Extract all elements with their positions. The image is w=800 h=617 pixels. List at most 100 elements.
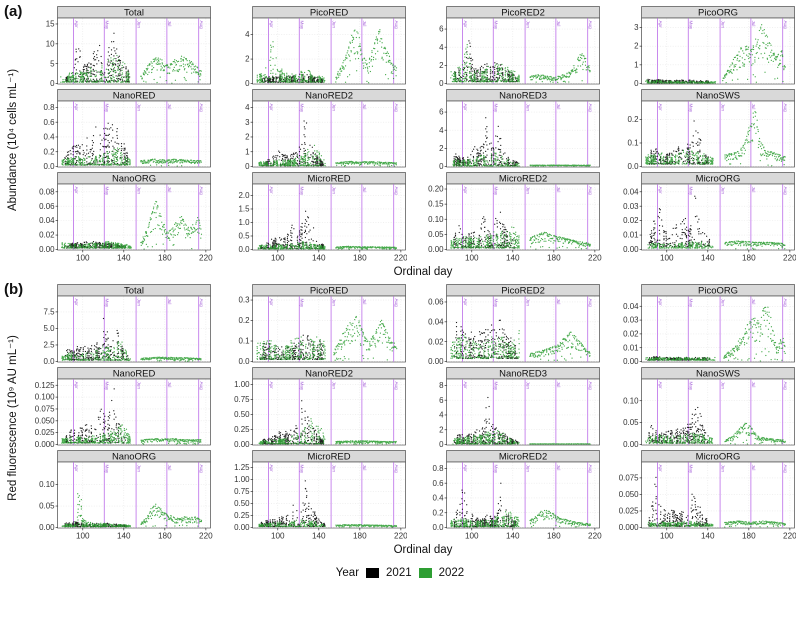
y-tick-label: 7.5 xyxy=(44,308,56,317)
month-label: Jul xyxy=(556,465,561,471)
month-label: May xyxy=(688,21,693,30)
series-2022-points xyxy=(647,520,786,528)
y-tick-label: 4 xyxy=(245,103,250,112)
month-label: Jul xyxy=(167,465,172,471)
month-label: Apr xyxy=(74,187,79,195)
legend-swatch-2022 xyxy=(418,568,432,578)
month-label: May xyxy=(688,187,693,196)
x-tick-label: 180 xyxy=(353,532,367,541)
month-label: May xyxy=(299,382,304,391)
y-tick-label: 5.0 xyxy=(44,324,56,333)
subplot-a-MicroRED: MicroRED Apr May Jun Jul Aug 0.0 0.5 1.0 1.5 2.0 10… xyxy=(238,172,407,263)
x-tick-label: 140 xyxy=(117,532,131,541)
y-tick-label: 1.0 xyxy=(238,218,250,227)
subplot-a-Total: Total Apr May Jun Jul Aug 0 5 10 15 xyxy=(46,6,211,86)
month-label: May xyxy=(494,104,499,113)
month-label: May xyxy=(688,465,693,474)
y-tick-label: 0.075 xyxy=(35,405,55,414)
y-tick-label: 0.01 xyxy=(623,231,638,240)
month-label: Aug xyxy=(782,186,787,195)
y-tick-label: 0.25 xyxy=(234,425,250,434)
subplot-a-NanoRED2: NanoRED2 Apr May Jun Jul Aug 0 1 2 3 4 xyxy=(245,89,406,169)
x-tick-label: 180 xyxy=(353,254,367,263)
month-label: Apr xyxy=(657,465,662,473)
subplot-title: NanoRED xyxy=(113,368,156,378)
y-tick-label: 0.0 xyxy=(238,357,250,364)
y-tick-label: 1.00 xyxy=(234,380,250,389)
legend: Year 2021 2022 xyxy=(4,562,796,579)
legend-label-2022: 2022 xyxy=(438,567,465,579)
y-tick-label: 0.4 xyxy=(433,494,445,503)
month-label: Jul xyxy=(362,299,367,305)
y-tick-label: 0.8 xyxy=(433,464,445,473)
x-tick-label: 100 xyxy=(659,532,673,541)
month-label: Aug xyxy=(588,20,593,29)
month-label: May xyxy=(494,21,499,30)
x-tick-label: 100 xyxy=(76,254,90,263)
y-tick-label: 0.050 xyxy=(618,490,638,499)
y-tick-label: 6 xyxy=(439,396,444,405)
y-tick-label: 0.2 xyxy=(44,147,55,156)
month-label: Apr xyxy=(463,21,468,29)
series-2022-points xyxy=(61,200,203,250)
y-tick-label: 2 xyxy=(245,55,249,64)
month-label: Jun xyxy=(525,187,530,195)
subplot-title: NanoRED2 xyxy=(305,368,353,378)
subplot-a-PicoORG: PicoORG Apr May Jun Jul Aug 0 1 2 3 xyxy=(634,6,795,86)
x-tick-label: 140 xyxy=(117,254,131,263)
panel-a-tag: (a) xyxy=(4,3,23,20)
month-label: May xyxy=(105,382,110,391)
month-label: Jun xyxy=(331,299,336,307)
subplot-b-MicroRED2: MicroRED2 Apr May Jun Jul Aug 0.0 0.2 0.4 0.6 0.8 1… xyxy=(433,450,602,540)
subplot-title: Total xyxy=(124,7,144,17)
month-label: Jun xyxy=(720,299,725,307)
y-tick-label: 0.02 xyxy=(39,231,54,240)
y-tick-label: 0.03 xyxy=(623,316,639,325)
month-label: Jun xyxy=(136,382,141,390)
month-label: May xyxy=(105,104,110,113)
series-2022-points xyxy=(257,519,397,528)
subplot-title: NanoRED3 xyxy=(499,368,547,378)
subplot-title: MicroRED xyxy=(307,173,350,183)
x-tick-label: 140 xyxy=(700,532,714,541)
month-label: May xyxy=(688,104,693,113)
month-label: May xyxy=(494,299,499,308)
subplot-a-MicroORG: MicroORG Apr May Jun Jul Aug 0.00 0.01 0.02 0.03 0… xyxy=(623,172,796,263)
y-tick-label: 0.08 xyxy=(39,187,55,196)
y-tick-label: 0.6 xyxy=(44,118,56,127)
y-tick-label: 0.1 xyxy=(238,337,249,346)
y-tick-label: 0.050 xyxy=(35,416,55,425)
y-tick-label: 0.00 xyxy=(623,245,639,254)
subplot-b-PicoRED: PicoRED Apr May Jun Jul Aug 0.0 0.1 0.2 0.3 xyxy=(238,284,406,364)
x-tick-label: 220 xyxy=(199,254,212,263)
y-tick-label: 0.5 xyxy=(238,232,250,241)
month-label: Jul xyxy=(556,382,561,388)
y-tick-label: 0.2 xyxy=(433,508,444,517)
subplot-title: NanoSWS xyxy=(695,368,739,378)
y-tick-label: 0.25 xyxy=(234,511,250,520)
y-tick-label: 1 xyxy=(634,60,638,69)
y-tick-label: 0.6 xyxy=(433,479,445,488)
month-label: Jun xyxy=(331,21,336,29)
y-tick-label: 0.05 xyxy=(428,230,444,239)
x-tick-label: 100 xyxy=(270,532,284,541)
month-label: Jun xyxy=(136,21,141,29)
y-tick-label: 0.00 xyxy=(623,440,639,447)
series-2022-points xyxy=(257,144,397,167)
month-label: Apr xyxy=(74,465,79,473)
month-label: Aug xyxy=(199,465,204,474)
y-tick-label: 0.00 xyxy=(428,245,444,254)
month-label: Apr xyxy=(74,21,79,29)
x-tick-label: 140 xyxy=(700,254,714,263)
month-label: Apr xyxy=(74,104,79,112)
month-label: Jun xyxy=(720,465,725,473)
month-label: Apr xyxy=(268,465,273,473)
y-tick-label: 3 xyxy=(634,23,639,32)
y-tick-label: 2 xyxy=(439,144,443,153)
month-label: Jun xyxy=(720,104,725,112)
subplot-a-NanoRED: NanoRED Apr May Jun Jul Aug 0.0 0.2 0.4 0.6 0.8 xyxy=(44,89,211,169)
subplot-b-Total: Total Apr May Jun Jul Aug 0.0 2.5 5.0 7.5 xyxy=(44,284,211,364)
month-label: Apr xyxy=(74,299,79,307)
panel-a-y-axis-title: Abundance (10⁴ cells mL⁻¹) xyxy=(7,68,19,212)
y-tick-label: 3 xyxy=(245,118,250,127)
